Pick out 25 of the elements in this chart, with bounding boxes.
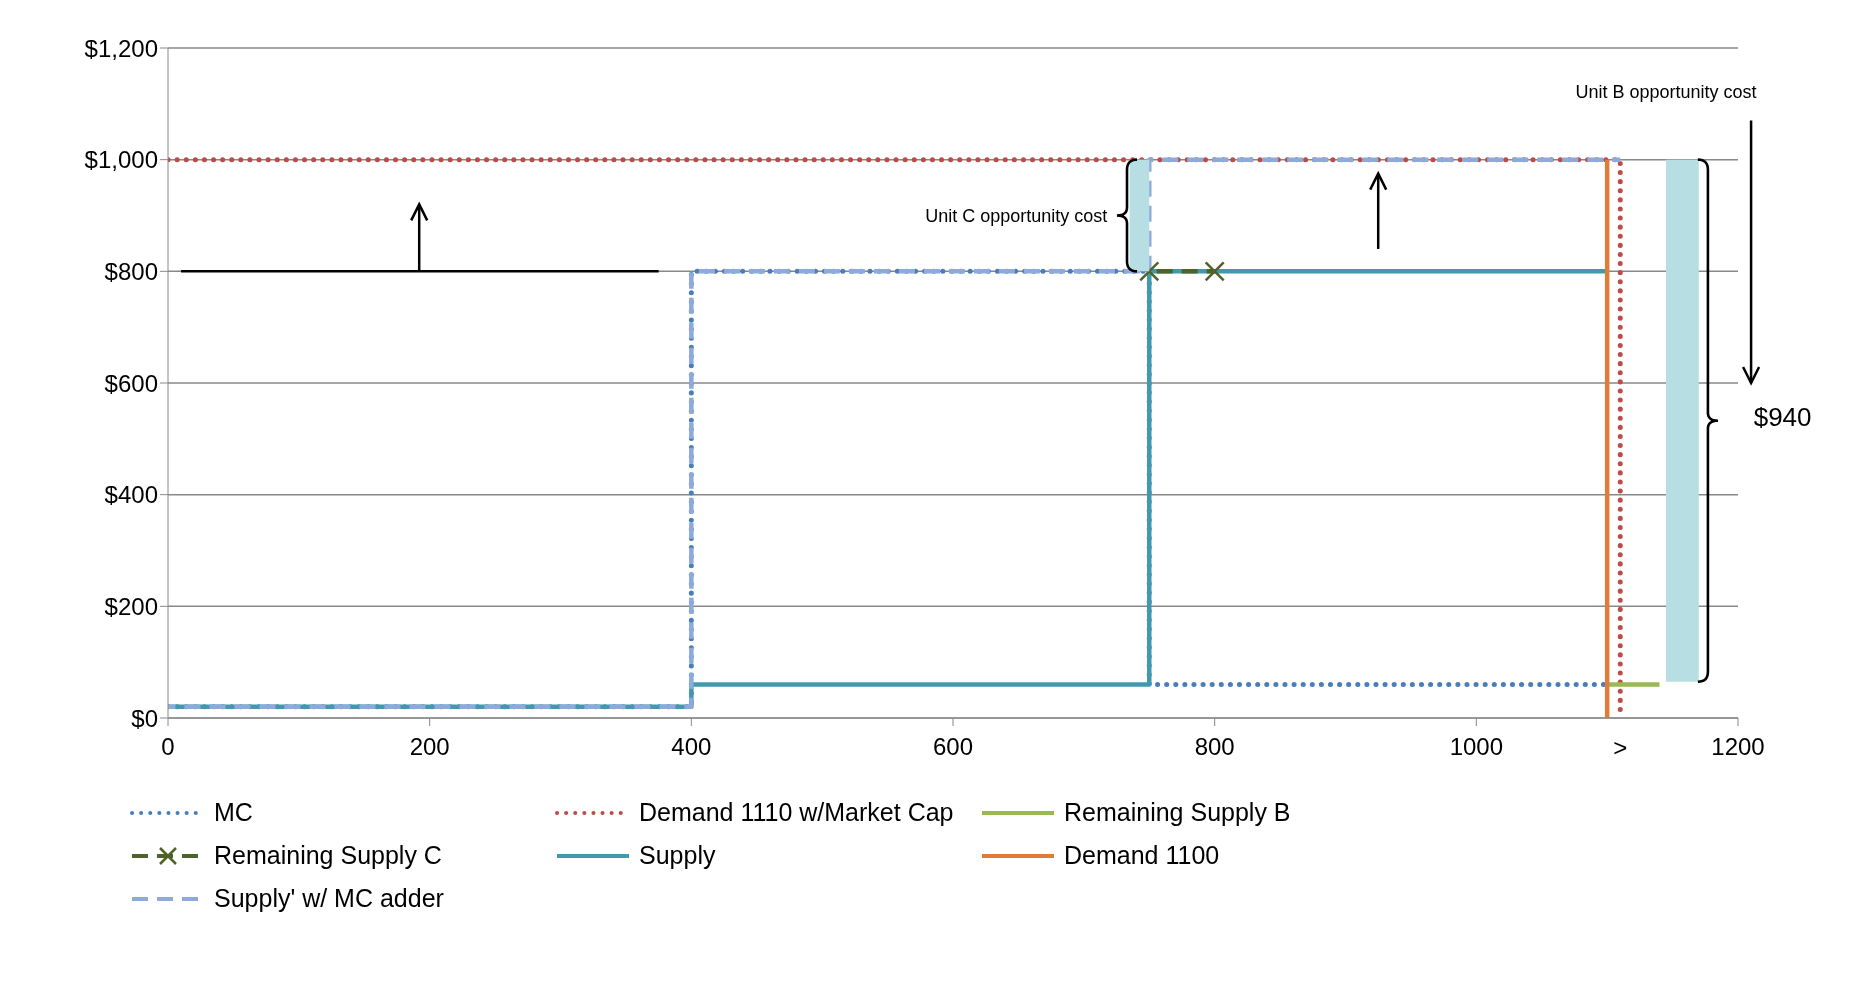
y-tick-label: $400 — [104, 481, 158, 509]
legend-label: Demand 1100 — [1064, 841, 1220, 870]
annotation: Unit C opportunity cost — [925, 205, 1108, 226]
x-tick-label: 1200 — [1711, 733, 1765, 761]
legend-label: Demand 1110 w/Market Cap — [639, 798, 954, 827]
y-tick-label: $600 — [104, 369, 158, 397]
legend-label: Remaining Supply B — [1064, 798, 1291, 827]
x-tick-label: 0 — [161, 733, 175, 761]
legend-label: Supply — [639, 841, 716, 870]
x-tick-label: 400 — [671, 733, 712, 761]
text: $940 — [1753, 401, 1812, 432]
y-tick-label: $0 — [131, 704, 158, 732]
legend-label: Remaining Supply C — [214, 841, 442, 870]
legend-label: MC — [214, 798, 253, 827]
x-tick-label: 1000 — [1449, 733, 1504, 761]
text: > — [1613, 734, 1628, 761]
y-tick-label: $200 — [104, 592, 158, 620]
legend-label: Supply' w/ MC adder — [214, 884, 444, 913]
x-tick-label: 800 — [1194, 733, 1235, 761]
y-tick-label: $800 — [104, 257, 158, 285]
annotation: Unit B opportunity cost — [1575, 82, 1757, 103]
y-tick-label: $1,200 — [84, 34, 158, 62]
x-tick-label: 600 — [932, 733, 974, 761]
x-tick-label: 200 — [409, 733, 450, 761]
y-tick-label: $1,000 — [84, 146, 158, 174]
